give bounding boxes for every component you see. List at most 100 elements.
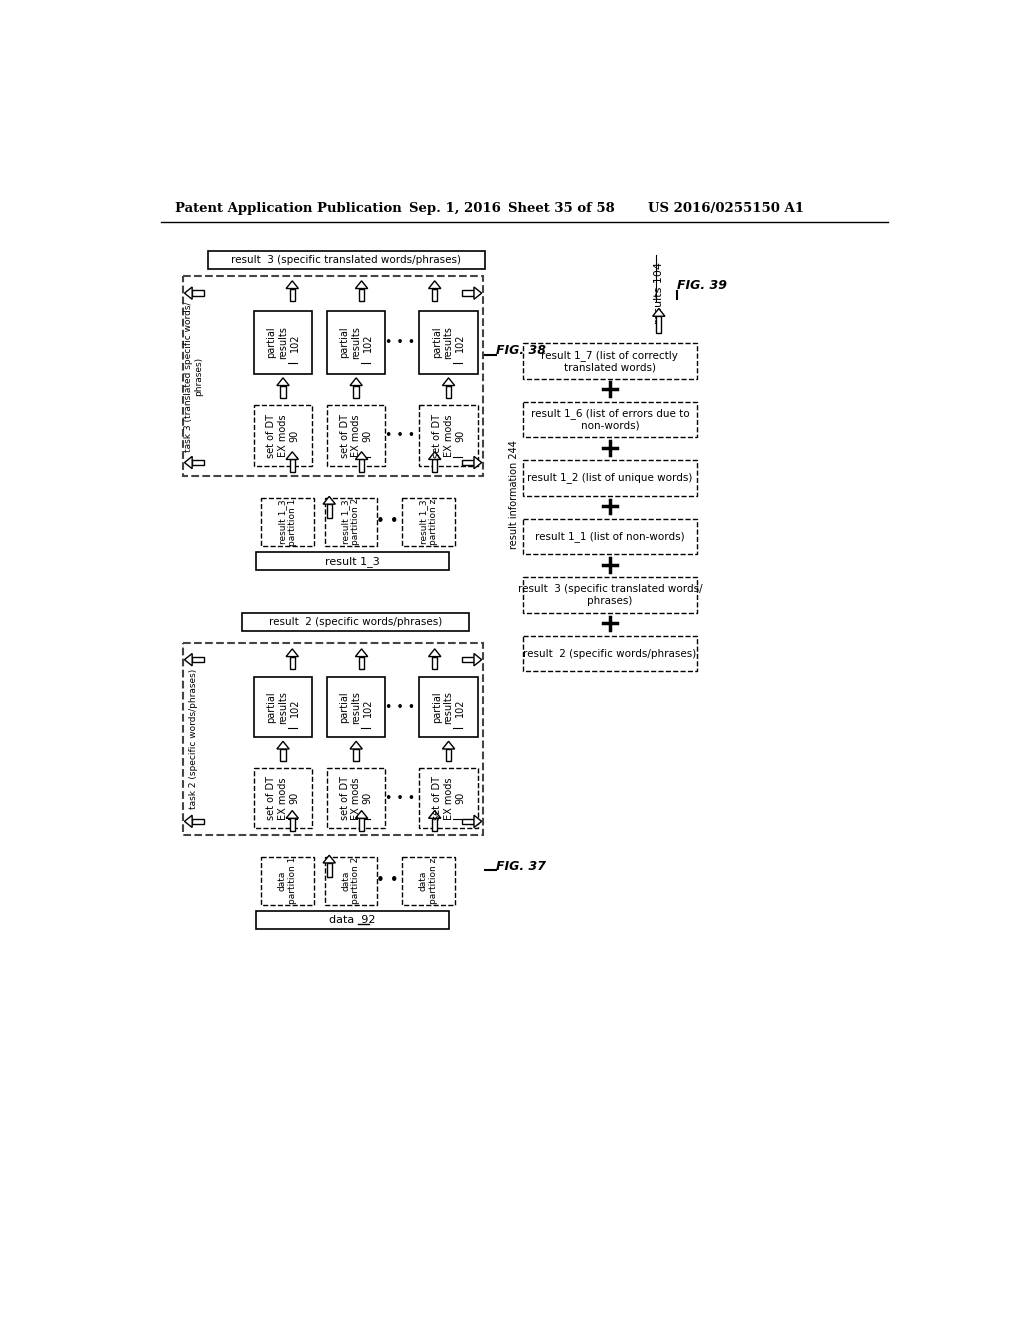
Bar [353,385,358,397]
Bar [523,461,696,495]
Text: set of DT
EX mods
90: set of DT EX mods 90 [266,413,300,458]
Text: result information 244: result information 244 [509,440,519,549]
Polygon shape [286,281,298,289]
Bar [419,768,478,829]
Text: • • •: • • • [385,701,415,714]
Polygon shape [442,742,455,748]
Polygon shape [323,496,336,504]
Polygon shape [355,451,368,459]
Bar [290,818,295,830]
Bar [327,863,332,876]
Bar [523,343,696,379]
Bar [523,519,696,554]
Text: result  3 (specific translated words/phrases): result 3 (specific translated words/phra… [231,255,461,265]
Bar [290,289,295,301]
Text: Patent Application Publication: Patent Application Publication [175,202,402,215]
Bar [325,498,377,545]
Text: • •: • • [377,515,399,529]
Polygon shape [429,810,441,818]
Bar [208,251,484,269]
Bar [432,459,437,471]
Bar [358,459,365,471]
Text: partial
results
102: partial results 102 [340,690,373,723]
Text: result 1_3: result 1_3 [325,556,380,566]
Text: result 1_3
partition 1: result 1_3 partition 1 [278,498,297,545]
Text: • • •: • • • [385,792,415,805]
Bar [523,401,696,437]
Text: data
partition 2: data partition 2 [341,857,360,904]
Text: data
partition 1: data partition 1 [278,857,297,904]
Polygon shape [350,742,362,748]
Bar [419,405,478,466]
Bar [358,656,365,669]
Polygon shape [286,649,298,656]
Bar [256,552,449,570]
Bar [432,656,437,669]
Bar [327,504,332,517]
Bar [256,911,449,929]
Polygon shape [652,309,665,317]
Text: US 2016/0255150 A1: US 2016/0255150 A1 [648,202,804,215]
Text: • • •: • • • [385,335,415,348]
Text: partial
results
102: partial results 102 [340,326,373,359]
Polygon shape [474,457,481,469]
Text: partial
results
102: partial results 102 [266,326,300,359]
Bar [523,636,696,671]
Text: result  2 (specific words/phrases): result 2 (specific words/phrases) [523,648,696,659]
Bar [327,677,385,738]
Polygon shape [474,286,481,300]
Text: • •: • • [377,873,399,888]
Bar [445,748,452,762]
Polygon shape [355,810,368,818]
Bar [327,768,385,829]
Bar [432,818,437,830]
Text: partial
results
102: partial results 102 [432,690,465,723]
Polygon shape [429,649,441,656]
Bar [183,643,483,836]
Text: result 1_3
partition z: result 1_3 partition z [419,499,438,545]
Text: FIG. 37: FIG. 37 [497,859,547,873]
Text: results 104: results 104 [654,263,665,325]
Text: set of DT
EX mods
90: set of DT EX mods 90 [432,413,465,458]
Text: set of DT
EX mods
90: set of DT EX mods 90 [340,776,373,820]
Text: data  92: data 92 [329,915,376,925]
Text: FIG. 39: FIG. 39 [677,279,727,292]
Bar [193,290,205,296]
Polygon shape [184,457,193,469]
Bar [290,459,295,471]
Polygon shape [350,378,362,385]
Bar [402,857,455,904]
Text: result 1_6 (list of errors due to
non-words): result 1_6 (list of errors due to non-wo… [530,408,689,430]
Text: result 1_7 (list of correctly
translated words): result 1_7 (list of correctly translated… [542,350,678,372]
Polygon shape [276,742,289,748]
Bar [281,748,286,762]
Text: result  2 (specific words/phrases): result 2 (specific words/phrases) [269,616,442,627]
Polygon shape [184,816,193,828]
Polygon shape [474,653,481,665]
Bar [462,657,474,663]
Bar [353,748,358,762]
Text: data
partition z: data partition z [419,858,438,904]
Text: result 1_1 (list of non-words): result 1_1 (list of non-words) [536,531,685,543]
Bar [254,677,312,738]
Text: set of DT
EX mods
90: set of DT EX mods 90 [266,776,300,820]
Polygon shape [442,378,455,385]
Polygon shape [323,855,336,863]
Text: partial
results
102: partial results 102 [432,326,465,359]
Polygon shape [184,653,193,665]
Polygon shape [429,281,441,289]
Bar [445,385,452,397]
Text: result 1_3
partition 2: result 1_3 partition 2 [341,498,360,545]
Text: result  3 (specific translated words/
phrases): result 3 (specific translated words/ phr… [517,585,702,606]
Bar [261,857,313,904]
Bar [325,857,377,904]
Bar [358,818,365,830]
Bar [523,577,696,612]
Polygon shape [276,378,289,385]
Bar [261,498,313,545]
Polygon shape [429,451,441,459]
Polygon shape [355,649,368,656]
Text: Sheet 35 of 58: Sheet 35 of 58 [508,202,614,215]
Bar [419,312,478,374]
Text: Sep. 1, 2016: Sep. 1, 2016 [410,202,501,215]
